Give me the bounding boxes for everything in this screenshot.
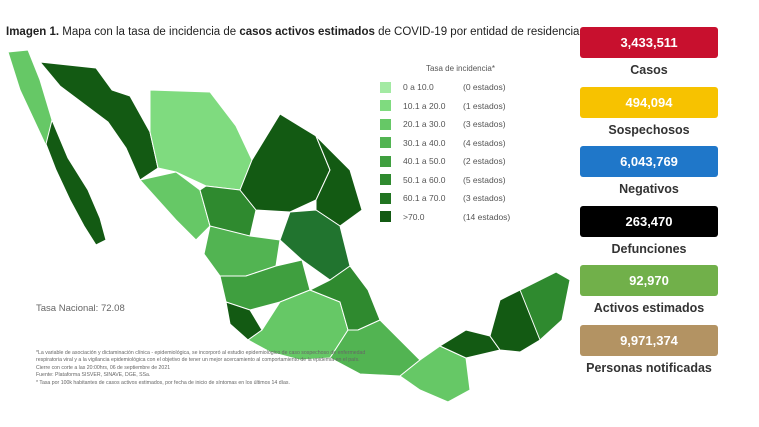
state (489, 289, 541, 353)
legend-swatch (380, 81, 391, 93)
legend-swatch (380, 174, 391, 185)
legend-range: 20.1 a 30.0 (403, 119, 446, 129)
legend-count: (1 estados) (463, 100, 506, 111)
stat-label: Casos (630, 63, 668, 77)
legend-count: (14 estados) (463, 211, 511, 222)
title: Imagen 1. Mapa con la tasa de incidencia… (6, 26, 579, 38)
legend-count: (3 estados) (463, 119, 506, 129)
stat-label: Defunciones (611, 241, 687, 256)
legend-swatch (380, 137, 391, 148)
stat-value: 3,433,511 (580, 27, 718, 58)
stat-label: Negativos (619, 182, 679, 196)
state (329, 319, 421, 377)
footnote: Fuente: Plataforma SISVER, SINAVE, DGE, … (36, 372, 151, 379)
state (39, 61, 159, 181)
stat-label: Sospechosos (608, 122, 690, 137)
legend-count: (5 estados) (463, 174, 506, 185)
footnote: * Tasa por 100k habitantes de casos acti… (36, 380, 290, 387)
stat-label: Personas notificadas (586, 360, 712, 375)
footnote: Cierre con corte a las 20:00hrs, 06 de s… (36, 364, 171, 371)
stat-label: Activos estimados (593, 301, 705, 315)
legend-swatch (380, 192, 391, 204)
title-lead: Imagen 1. (6, 26, 60, 38)
legend-count: (3 estados) (463, 193, 506, 203)
legend-range: 40.1 a 50.0 (403, 156, 446, 166)
title-text: Mapa con la tasa de incidencia de (59, 26, 240, 38)
legend-row: 60.1 a 70.0 (3 estados) (380, 191, 506, 205)
legend-range: >70.0 (403, 211, 425, 222)
legend-row: 10.1 a 20.0 (1 estados) (380, 99, 506, 113)
legend-row: 40.1 a 50.0 (2 estados) (380, 154, 506, 168)
state (239, 113, 331, 213)
legend-swatch (380, 211, 391, 222)
stat-value: 6,043,769 (580, 146, 718, 177)
legend-range: 30.1 a 40.0 (403, 137, 446, 148)
legend-row: 0 a 10.0 (0 estados) (380, 80, 506, 94)
legend-row: 20.1 a 30.0 (3 estados) (380, 117, 506, 131)
legend-row: 50.1 a 60.0 (5 estados) (380, 173, 506, 187)
state (45, 119, 107, 246)
footnote: *La variable de asociación y dictaminaci… (36, 350, 366, 363)
legend-swatch (380, 118, 391, 130)
legend-row: >70.0 (14 estados) (380, 210, 510, 224)
legend-row: 30.1 a 40.0 (4 estados) (380, 136, 506, 150)
legend-count: (4 estados) (463, 137, 506, 148)
stat-value: 263,470 (580, 205, 718, 237)
legend-swatch (380, 100, 391, 111)
national-rate: Tasa Nacional: 72.08 (36, 303, 125, 314)
state (139, 171, 211, 241)
title-text: de COVID-19 por entidad de residencia (374, 26, 580, 38)
legend-count: (2 estados) (463, 156, 506, 166)
title-bold: casos activos estimados (239, 26, 375, 38)
stat-value: 494,094 (580, 86, 718, 118)
legend-range: 0 a 10.0 (403, 82, 434, 92)
map (7, 49, 571, 403)
legend-count: (0 estados) (463, 82, 506, 92)
legend-swatch (380, 155, 391, 167)
legend-heading: Tasa de incidencia* (426, 64, 495, 73)
legend-range: 50.1 a 60.0 (403, 174, 446, 185)
stat-value: 92,970 (580, 265, 718, 296)
footnotes: *La variable de asociación y dictaminaci… (36, 350, 366, 388)
stat-value: 9,971,374 (580, 324, 718, 356)
legend-range: 60.1 a 70.0 (403, 193, 446, 203)
legend-range: 10.1 a 20.0 (403, 100, 446, 111)
